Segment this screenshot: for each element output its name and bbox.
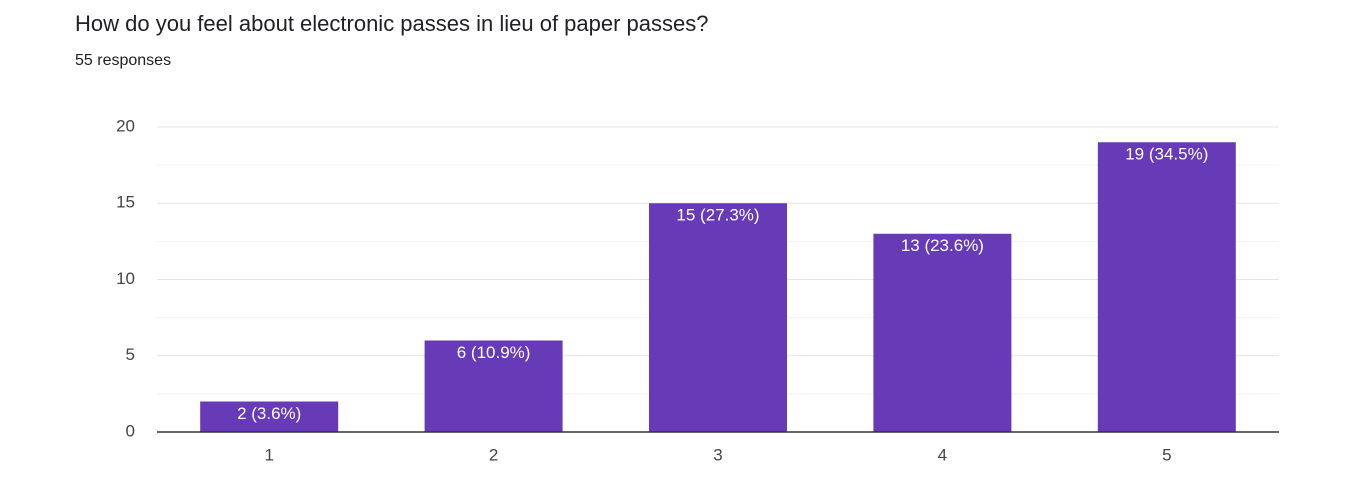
x-tick-label: 2 <box>489 445 498 464</box>
y-tick-label: 5 <box>126 345 135 364</box>
x-tick-label: 1 <box>264 445 273 464</box>
value-label: 13 (23.6%) <box>901 236 984 255</box>
bar <box>649 203 787 432</box>
bar <box>424 340 563 432</box>
x-tick-label: 3 <box>713 445 722 464</box>
value-label: 2 (3.6%) <box>237 404 301 423</box>
bar <box>200 401 339 432</box>
value-label: 6 (10.9%) <box>457 343 531 362</box>
y-tick-label: 10 <box>116 269 135 288</box>
x-tick-label: 5 <box>1162 445 1171 464</box>
chart-subtitle: 55 responses <box>75 52 171 69</box>
value-label: 19 (34.5%) <box>1125 145 1208 164</box>
value-label: 15 (27.3%) <box>676 206 759 225</box>
chart-title: How do you feel about electronic passes … <box>75 11 709 36</box>
bar <box>873 233 1012 432</box>
y-tick-label: 15 <box>116 193 135 212</box>
x-tick-label: 4 <box>938 445 947 464</box>
y-tick-label: 0 <box>126 421 135 440</box>
bar <box>1097 142 1236 432</box>
y-tick-label: 20 <box>116 116 135 135</box>
